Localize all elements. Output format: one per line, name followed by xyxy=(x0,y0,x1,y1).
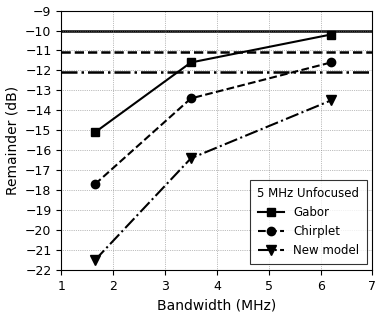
X-axis label: Bandwidth (MHz): Bandwidth (MHz) xyxy=(157,299,277,313)
Line: Gabor: Gabor xyxy=(91,30,335,136)
Y-axis label: Remainder (dB): Remainder (dB) xyxy=(6,86,19,195)
Line: Chirplet: Chirplet xyxy=(91,58,335,189)
Legend: Gabor, Chirplet, New model: Gabor, Chirplet, New model xyxy=(250,180,367,264)
New model xyxy=(189,156,193,160)
Chirplet xyxy=(92,183,97,186)
Chirplet xyxy=(329,60,333,64)
Gabor xyxy=(189,60,193,64)
New model xyxy=(329,99,333,102)
Gabor xyxy=(329,33,333,37)
Gabor xyxy=(92,130,97,134)
Line: New model: New model xyxy=(90,96,336,265)
New model xyxy=(92,258,97,262)
Chirplet xyxy=(189,97,193,100)
